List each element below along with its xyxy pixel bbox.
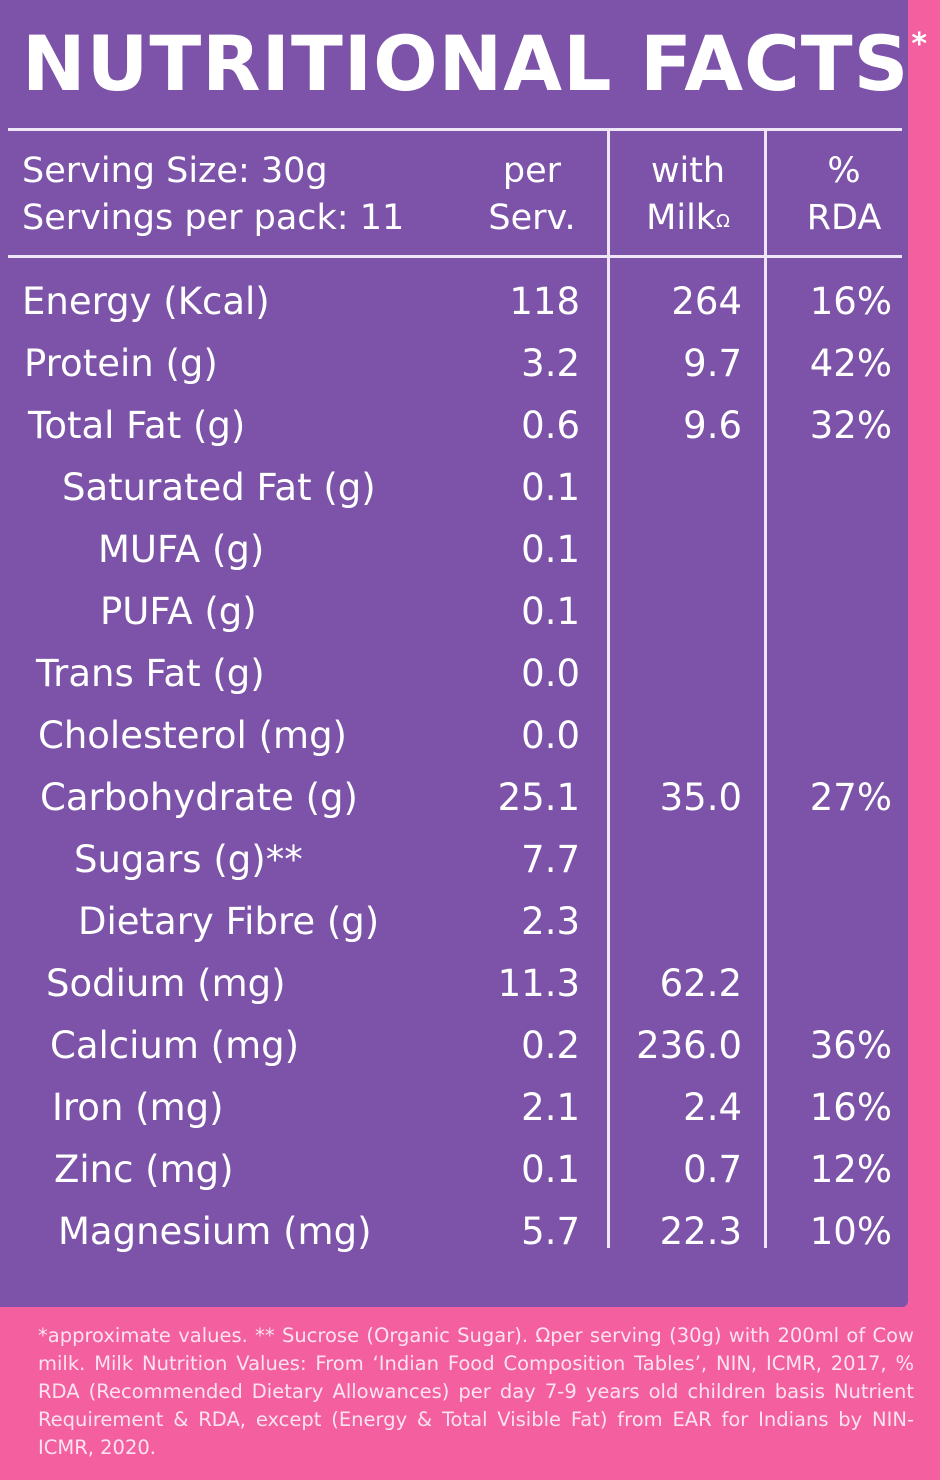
with-milk-value: 264 — [671, 280, 742, 323]
table-row: Sodium (mg) 11.3 62.2 — [0, 953, 908, 1015]
with-milk-value: 35.0 — [659, 776, 742, 819]
per-serving-value: 118 — [509, 280, 580, 323]
nutrient-label: PUFA (g) — [100, 590, 257, 633]
column-divider-rda — [764, 130, 767, 1248]
rda-value: 42% — [809, 342, 892, 385]
page-title: NUTRITIONAL FACTS* — [22, 26, 928, 102]
per-serving-value: 5.7 — [521, 1210, 580, 1253]
col-per-header-line1: per — [502, 151, 562, 191]
with-milk-value: 22.3 — [659, 1210, 742, 1253]
per-serving-value: 0.1 — [521, 1148, 580, 1191]
per-serving-value: 25.1 — [497, 776, 580, 819]
table-row: Saturated Fat (g) 0.1 — [0, 457, 908, 519]
nutrient-table: Energy (Kcal) 118 264 16% Protein (g) 3.2 9.7 4… — [0, 271, 908, 1263]
per-serving-value: 11.3 — [497, 962, 580, 1005]
with-milk-value: 9.6 — [683, 404, 742, 447]
per-serving-value: 3.2 — [521, 342, 580, 385]
per-serving-value: 0.6 — [521, 404, 580, 447]
rda-value: 12% — [809, 1148, 892, 1191]
nutrition-panel: NUTRITIONAL FACTS* Serving Size: 30g Ser… — [0, 0, 927, 1307]
rda-value: 16% — [809, 280, 892, 323]
table-row: Magnesium (mg) 5.7 22.3 10% — [0, 1201, 908, 1263]
rda-value: 36% — [809, 1024, 892, 1067]
nutrient-label: MUFA (g) — [98, 528, 265, 571]
column-divider-milk — [607, 130, 610, 1248]
nutrient-label: Sodium (mg) — [46, 962, 286, 1005]
table-row: Zinc (mg) 0.1 0.7 12% — [0, 1139, 908, 1201]
table-row: Cholesterol (mg) 0.0 — [0, 705, 908, 767]
col-milk-header-line1: with — [650, 151, 726, 191]
col-milk-header-line2: MilkΩ — [620, 194, 756, 242]
table-row: PUFA (g) 0.1 — [0, 581, 908, 643]
rda-value: 10% — [809, 1210, 892, 1253]
per-serving-value: 0.2 — [521, 1024, 580, 1067]
table-row: Dietary Fibre (g) 2.3 — [0, 891, 908, 953]
with-milk-value: 62.2 — [659, 962, 742, 1005]
serving-size: Serving Size: 30g — [22, 151, 328, 191]
nutrient-label: Zinc (mg) — [54, 1148, 234, 1191]
with-milk-value: 2.4 — [683, 1086, 742, 1129]
table-row: Calcium (mg) 0.2 236.0 36% — [0, 1015, 908, 1077]
top-divider — [8, 128, 902, 131]
nutrient-label: Sugars (g)** — [74, 838, 303, 881]
nutrient-label: Saturated Fat (g) — [62, 466, 376, 509]
servings-per-pack: Servings per pack: 11 — [22, 198, 405, 238]
nutrient-label: Dietary Fibre (g) — [78, 900, 380, 943]
table-row: Total Fat (g) 0.6 9.6 32% — [0, 395, 908, 457]
per-serving-value: 0.0 — [521, 714, 580, 757]
per-serving-value: 7.7 — [521, 838, 580, 881]
per-serving-value: 2.3 — [521, 900, 580, 943]
omega-mark: Ω — [716, 211, 730, 232]
nutrient-label: Calcium (mg) — [50, 1024, 300, 1067]
with-milk-value: 0.7 — [683, 1148, 742, 1191]
with-milk-value: 9.7 — [683, 342, 742, 385]
rda-value: 32% — [809, 404, 892, 447]
nutrient-label: Iron (mg) — [52, 1086, 224, 1129]
nutrient-label: Cholesterol (mg) — [38, 714, 347, 757]
nutrient-label: Energy (Kcal) — [22, 280, 270, 323]
col-milk-header-text: Milk — [646, 198, 717, 238]
nutrient-label: Protein (g) — [24, 342, 218, 385]
title-asterisk: * — [911, 27, 929, 62]
col-rda-header-line2: RDA — [806, 198, 882, 238]
rda-value: 27% — [809, 776, 892, 819]
nutrient-label: Total Fat (g) — [28, 404, 246, 447]
table-row: Energy (Kcal) 118 264 16% — [0, 271, 908, 333]
col-per-header-line2: Serv. — [488, 198, 576, 238]
rda-value: 16% — [809, 1086, 892, 1129]
title-text: NUTRITIONAL FACTS — [22, 19, 910, 108]
header-divider — [8, 255, 902, 258]
table-row: MUFA (g) 0.1 — [0, 519, 908, 581]
table-row: Sugars (g)** 7.7 — [0, 829, 908, 891]
table-row: Iron (mg) 2.1 2.4 16% — [0, 1077, 908, 1139]
per-serving-value: 0.0 — [521, 652, 580, 695]
per-serving-value: 0.1 — [521, 590, 580, 633]
nutrient-label: Carbohydrate (g) — [40, 776, 358, 819]
table-row: Trans Fat (g) 0.0 — [0, 643, 908, 705]
per-serving-value: 0.1 — [521, 528, 580, 571]
table-row: Carbohydrate (g) 25.1 35.0 27% — [0, 767, 908, 829]
nutrient-label: Trans Fat (g) — [36, 652, 265, 695]
with-milk-value: 236.0 — [636, 1024, 742, 1067]
per-serving-value: 2.1 — [521, 1086, 580, 1129]
footnote: *approximate values. ** Sucrose (Organic… — [38, 1324, 914, 1459]
nutrient-label: Magnesium (mg) — [58, 1210, 372, 1253]
col-rda-header-line1: % — [827, 151, 861, 191]
per-serving-value: 0.1 — [521, 466, 580, 509]
table-row: Protein (g) 3.2 9.7 42% — [0, 333, 908, 395]
